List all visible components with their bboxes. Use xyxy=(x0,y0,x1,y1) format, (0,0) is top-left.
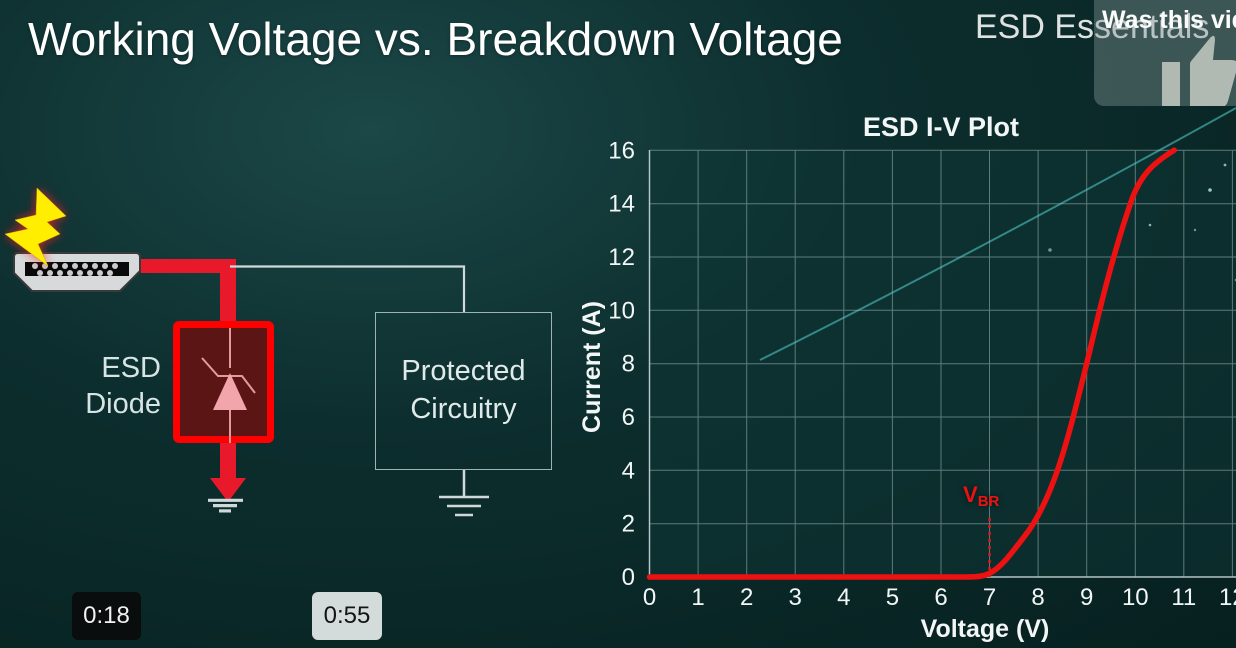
svg-text:9: 9 xyxy=(1080,584,1093,611)
svg-text:Voltage (V): Voltage (V) xyxy=(921,615,1050,643)
svg-text:4: 4 xyxy=(837,584,850,611)
svg-text:6: 6 xyxy=(622,404,635,431)
svg-text:12: 12 xyxy=(608,244,635,271)
svg-text:2: 2 xyxy=(622,511,635,538)
svg-text:10: 10 xyxy=(1122,584,1149,611)
svg-text:5: 5 xyxy=(886,584,899,611)
svg-text:Current (A): Current (A) xyxy=(578,301,606,433)
svg-text:7: 7 xyxy=(983,584,996,611)
svg-text:10: 10 xyxy=(608,297,635,324)
svg-text:3: 3 xyxy=(789,584,802,611)
svg-text:0: 0 xyxy=(643,584,656,611)
svg-text:2: 2 xyxy=(740,584,753,611)
svg-text:12: 12 xyxy=(1219,584,1236,611)
svg-text:14: 14 xyxy=(608,191,635,218)
svg-text:ESD I-V Plot: ESD I-V Plot xyxy=(863,112,1019,142)
svg-text:11: 11 xyxy=(1171,584,1196,611)
svg-text:6: 6 xyxy=(934,584,947,611)
svg-text:1: 1 xyxy=(691,584,704,611)
svg-text:8: 8 xyxy=(1031,584,1044,611)
svg-text:8: 8 xyxy=(622,351,635,378)
svg-text:0: 0 xyxy=(622,564,635,591)
svg-text:4: 4 xyxy=(622,457,635,484)
svg-text:16: 16 xyxy=(608,137,635,164)
